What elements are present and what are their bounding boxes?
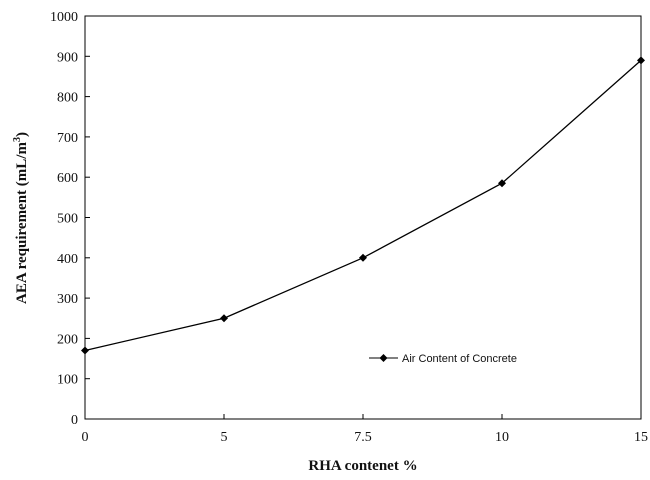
x-tick-label: 5: [221, 430, 228, 445]
legend-label: Air Content of Concrete: [402, 353, 517, 365]
x-tick-label: 7.5: [354, 430, 372, 445]
plot-area: [85, 16, 641, 419]
data-point: [220, 314, 228, 322]
legend-marker: [380, 354, 388, 362]
data-point: [81, 346, 89, 354]
y-axis-title-main: AEA requirement (mL/m: [14, 142, 30, 304]
y-tick-label: 900: [57, 50, 78, 65]
series-layer: [81, 56, 645, 354]
y-tick-label: 800: [57, 91, 78, 106]
y-tick-label: 0: [71, 413, 78, 428]
x-tick-label: 15: [634, 430, 648, 445]
legend: Air Content of Concrete: [369, 353, 517, 365]
y-tick-label: 1000: [50, 10, 78, 25]
x-axis-title: RHA contenet %: [308, 458, 417, 474]
y-tick-label: 100: [57, 373, 78, 388]
y-axis-title-suffix: ): [14, 132, 30, 137]
y-tick-label: 700: [57, 131, 78, 146]
y-tick-label: 500: [57, 212, 78, 227]
y-tick-label: 400: [57, 252, 78, 267]
x-tick-label: 0: [82, 430, 89, 445]
y-axis: 0 100 200 300 400 500 600 700 800 900 1000: [50, 10, 90, 428]
data-point: [359, 254, 367, 262]
y-tick-label: 300: [57, 292, 78, 307]
x-tick-label: 10: [495, 430, 509, 445]
y-tick-label: 200: [57, 332, 78, 347]
y-tick-label: 600: [57, 171, 78, 186]
series-line: [85, 60, 641, 350]
y-axis-title: AEA requirement (mL/m3): [12, 132, 30, 304]
